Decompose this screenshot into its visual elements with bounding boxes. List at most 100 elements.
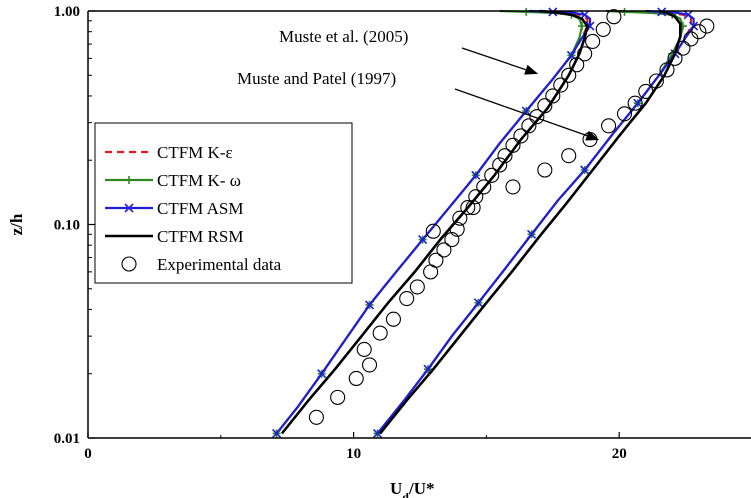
circle-marker	[468, 189, 484, 205]
plus-marker	[125, 176, 133, 184]
circle-marker	[497, 148, 513, 164]
y-tick-label: 0.10	[54, 218, 80, 234]
legend-item: CTFM K-ε	[105, 143, 233, 162]
circle-marker	[569, 57, 585, 73]
plus-marker	[620, 7, 629, 16]
circle-marker	[648, 73, 664, 89]
circle-marker	[521, 118, 537, 134]
circle-marker	[356, 341, 372, 357]
x-marker	[473, 298, 483, 308]
circle-marker	[601, 118, 617, 134]
legend-item: Experimental data	[121, 255, 282, 274]
x-marker	[471, 170, 481, 180]
circle-marker	[476, 179, 492, 195]
series-4	[308, 9, 715, 425]
x-marker	[633, 98, 643, 108]
x-tick-label: 0	[84, 446, 92, 462]
circle-marker	[308, 409, 324, 425]
circle-marker	[372, 325, 388, 341]
annotation-label: Muste et al. (2005)	[279, 27, 408, 46]
circle-marker	[585, 33, 601, 50]
series-line	[379, 9, 682, 435]
legend-label: Experimental data	[157, 255, 282, 274]
circle-marker	[627, 95, 643, 111]
series-line	[376, 9, 685, 435]
circle-marker	[121, 256, 137, 272]
circle-marker	[348, 370, 364, 387]
circle-marker	[492, 157, 508, 173]
circle-marker	[537, 98, 553, 114]
circle-marker	[699, 18, 715, 34]
circle-marker	[449, 221, 465, 237]
series-line	[376, 9, 692, 435]
y-axis-label: z/h	[7, 213, 26, 235]
y-tick-label: 0.01	[54, 431, 80, 447]
circle-marker	[465, 200, 481, 216]
circle-marker	[505, 179, 521, 195]
series-line	[376, 9, 695, 435]
circle-marker	[616, 106, 633, 122]
circle-marker	[545, 88, 561, 104]
plus-marker	[578, 22, 587, 31]
legend-item: CTFM ASM	[105, 199, 243, 218]
circle-marker	[505, 137, 521, 153]
circle-marker	[399, 290, 415, 307]
circle-marker	[385, 311, 401, 327]
annotation-arrow	[454, 88, 600, 141]
circle-marker	[428, 252, 444, 268]
circle-marker	[513, 128, 529, 144]
circle-marker	[361, 357, 378, 373]
circle-marker	[638, 83, 654, 99]
axes: 0 10 20 0.01 0.10 1.00 Ud/U* z/h	[7, 4, 751, 498]
series-3	[280, 9, 682, 435]
circle-marker	[444, 232, 460, 248]
annotation-label: Muste and Patel (1997)	[237, 69, 396, 88]
annotation-arrow	[461, 47, 539, 75]
circle-marker	[330, 389, 346, 405]
legend-box	[94, 122, 353, 284]
x-tick-label: 20	[612, 446, 627, 462]
circle-marker	[436, 242, 452, 258]
legend-label: CTFM ASM	[157, 199, 243, 218]
legend-label: CTFM K-ε	[157, 143, 233, 162]
circle-marker	[537, 162, 553, 178]
x-marker	[124, 203, 134, 213]
circle-marker	[691, 24, 707, 40]
x-tick-label: 10	[346, 446, 361, 462]
circle-marker	[553, 77, 569, 93]
legend-item: CTFM RSM	[105, 227, 243, 246]
annotations: Muste et al. (2005) Muste and Patel (1997…	[237, 27, 600, 141]
circle-marker	[561, 67, 577, 83]
circle-marker	[425, 223, 441, 239]
circle-marker	[659, 62, 675, 78]
x-marker	[418, 235, 428, 245]
circle-marker	[460, 200, 476, 216]
y-tick-label: 1.00	[54, 4, 80, 20]
plot-area	[272, 7, 715, 438]
circle-marker	[667, 50, 683, 66]
legend-item: CTFM K- ω	[105, 171, 241, 190]
circle-marker	[452, 210, 468, 226]
x-marker	[372, 428, 383, 438]
x-marker	[526, 229, 537, 239]
circle-marker	[577, 46, 593, 62]
circle-marker	[595, 21, 611, 37]
circle-marker	[529, 109, 545, 125]
legend-label: CTFM K- ω	[157, 171, 241, 190]
x-marker	[364, 300, 375, 310]
legend: CTFM K-ε CTFM K- ω CTFM ASM CTFM RSM Experim…	[94, 122, 353, 284]
x-axis-label: Ud/U*	[390, 479, 434, 498]
x-marker	[689, 21, 699, 31]
x-marker	[683, 10, 693, 20]
series-2	[272, 7, 699, 438]
series-line	[280, 9, 589, 435]
circle-marker	[409, 279, 425, 295]
circle-marker	[561, 148, 577, 164]
circle-marker	[675, 40, 691, 56]
x-marker	[580, 165, 590, 175]
circle-marker	[484, 167, 500, 183]
legend-label: CTFM RSM	[157, 227, 243, 246]
x-marker	[317, 369, 327, 379]
circle-marker	[606, 9, 622, 25]
